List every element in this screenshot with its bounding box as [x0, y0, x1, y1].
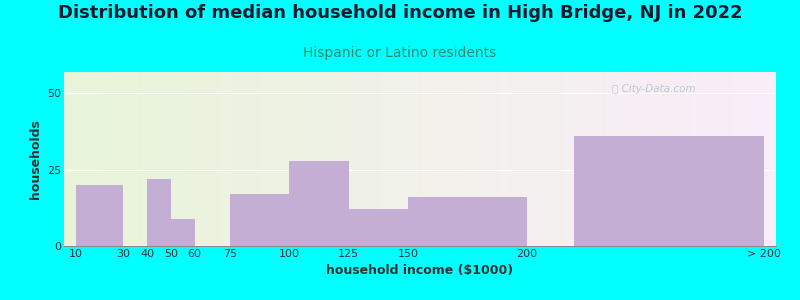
Text: Hispanic or Latino residents: Hispanic or Latino residents: [303, 46, 497, 61]
Bar: [349, 209, 408, 246]
Bar: [171, 218, 194, 246]
Bar: [290, 160, 349, 246]
Bar: [574, 136, 764, 246]
Y-axis label: households: households: [29, 119, 42, 199]
Bar: [230, 194, 290, 246]
Text: Distribution of median household income in High Bridge, NJ in 2022: Distribution of median household income …: [58, 4, 742, 22]
X-axis label: household income ($1000): household income ($1000): [326, 264, 514, 277]
Bar: [408, 197, 526, 246]
Bar: [76, 185, 123, 246]
Text: ⓘ City-Data.com: ⓘ City-Data.com: [612, 84, 696, 94]
Bar: [147, 179, 171, 246]
